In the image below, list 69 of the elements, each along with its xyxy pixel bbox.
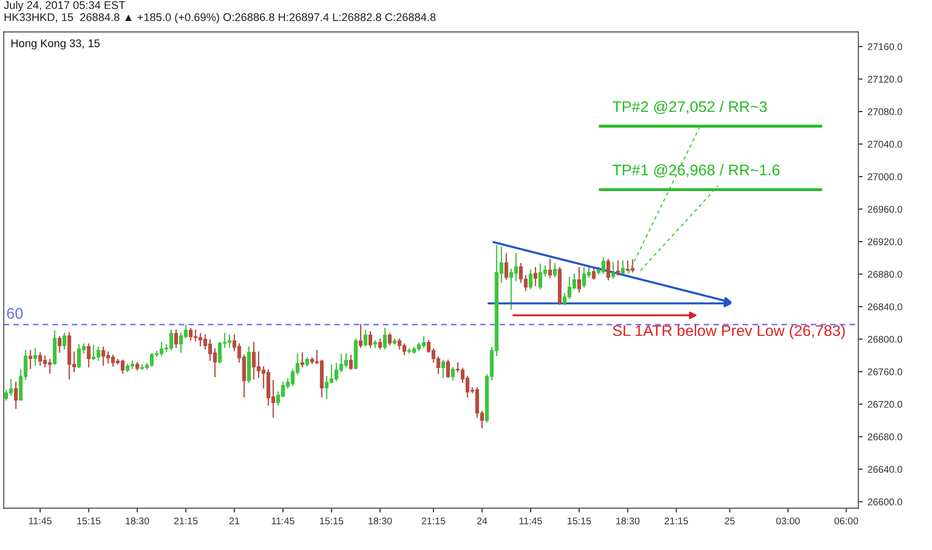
candlestick — [358, 324, 363, 348]
y-tick-label: 26600.0 — [868, 498, 902, 506]
text: July 24, 2017 05:34 EST — [4, 0, 126, 12]
x-tick-label: 11:45 — [29, 518, 52, 524]
x-tick-label: 25 — [724, 517, 735, 524]
candlestick — [364, 330, 368, 346]
y-tick-label: 27040.0 — [868, 140, 902, 148]
candlestick — [451, 366, 455, 380]
candlestick — [33, 348, 38, 366]
candlestick — [300, 352, 304, 368]
candlestick — [373, 340, 378, 348]
y-tick-label: 27000.0 — [868, 173, 902, 180]
text: Hong Kong 33, 15 — [11, 39, 100, 50]
x-tick-label: 21 — [229, 517, 240, 524]
y-tick-label: 26880.0 — [868, 270, 902, 278]
candlestick — [611, 262, 616, 279]
y-tick-label: 26640.0 — [868, 466, 902, 473]
candlestick — [548, 258, 552, 278]
x-tick-label: 18:30 — [616, 517, 640, 524]
x-tick-label: 15:15 — [320, 518, 344, 524]
candlestick — [577, 266, 582, 293]
x-tick-label: 18:30 — [126, 517, 150, 524]
candlestick — [606, 258, 610, 280]
y-tick-label: 26760.0 — [868, 368, 902, 376]
candlestick — [14, 382, 18, 409]
candlestick — [86, 343, 91, 368]
candlestick — [592, 266, 596, 280]
candlestick — [446, 360, 450, 378]
candlestick — [174, 330, 178, 348]
x-tick-label: 18:30 — [368, 517, 392, 524]
x-tick-label: 15:15 — [77, 518, 100, 524]
x-tick-label: 24 — [477, 517, 488, 524]
x-tick-label: 21:15 — [422, 517, 446, 524]
x-tick-label: 03:00 — [776, 517, 800, 524]
x-tick-label: 15:15 — [568, 518, 591, 524]
x-tick-label: 21:15 — [174, 517, 198, 524]
candlestick — [504, 253, 508, 280]
candlestick — [616, 260, 620, 276]
y-tick-label: 26720.0 — [868, 400, 902, 408]
x-tick-label: 11:45 — [272, 518, 294, 524]
candlestick — [620, 260, 625, 275]
candlestick — [553, 262, 557, 278]
y-tick-label: 27160.0 — [868, 43, 902, 50]
y-tick-label: 27080.0 — [868, 108, 902, 116]
candlestick — [383, 328, 387, 350]
chart-subtitle: HK33HKD, 15 26884.8 ▲ +185.0 (+0.69%) O:26886.8 H:26897.4 L:26882.8 C:26884.8 — [4, 12, 436, 24]
y-tick-label: 26840.0 — [868, 303, 902, 310]
candlestick — [388, 332, 392, 346]
candlestick — [378, 338, 382, 350]
x-tick-label: 21:15 — [664, 517, 688, 524]
y-tick-label: 26680.0 — [868, 433, 902, 440]
candlestick — [58, 336, 62, 353]
annotation: 60 — [7, 308, 23, 319]
x-tick-label: 06:00 — [834, 517, 858, 524]
y-tick-label: 27120.0 — [868, 76, 902, 83]
ref-line-label: TP#2 @27,052 / RR~3 — [612, 100, 767, 114]
candlestick — [349, 354, 353, 370]
y-tick-label: 26800.0 — [868, 336, 902, 343]
candlestick — [441, 360, 446, 378]
candlestick — [528, 269, 532, 290]
annotation: SL 1ATR below Prev Low (26,783) — [612, 324, 845, 340]
candlestick — [368, 331, 372, 348]
x-tick-label: 11:45 — [520, 518, 542, 524]
candlestick — [28, 350, 32, 370]
ref-line-label: TP#1 @26,968 / RR~1.6 — [612, 164, 780, 178]
y-tick-label: 26960.0 — [868, 206, 902, 213]
candlestick — [62, 332, 66, 350]
candlestick — [534, 266, 538, 286]
y-tick-label: 26920.0 — [868, 238, 902, 246]
